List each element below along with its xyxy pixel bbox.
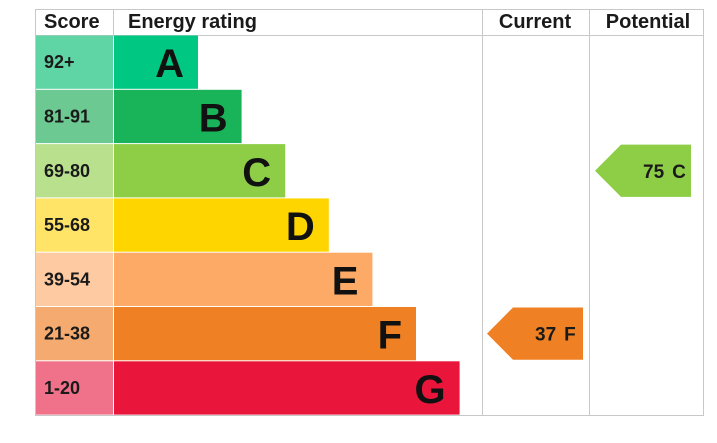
rating-letter: C (242, 151, 271, 195)
rating-bar (114, 307, 416, 361)
rating-letter: G (414, 368, 445, 412)
potential-arrow (595, 144, 691, 197)
potential-value: 75 (643, 161, 665, 182)
score-label: 1-20 (44, 378, 80, 398)
score-cell (36, 307, 113, 361)
rating-bar (114, 144, 286, 198)
score-cell (36, 144, 113, 198)
current-label: 37 F (535, 324, 576, 345)
rating-bar (114, 89, 242, 144)
potential-label: 75 C (643, 161, 686, 182)
rating-bar (114, 35, 198, 89)
current-letter: F (564, 324, 576, 345)
score-cell (36, 35, 113, 89)
score-cell (36, 89, 113, 144)
current-value: 37 (535, 324, 556, 345)
header-rating: Energy rating (128, 11, 257, 33)
rating-letter: E (332, 259, 359, 303)
header-score: Score (44, 11, 100, 33)
score-label: 69-80 (44, 161, 90, 181)
rating-bar (114, 361, 460, 415)
rating-letter: B (199, 96, 228, 140)
rating-letter: D (286, 205, 315, 249)
rating-bar (114, 198, 329, 252)
score-label: 81-91 (44, 106, 90, 126)
rating-bar (114, 252, 373, 306)
score-label: 21-38 (44, 324, 90, 344)
score-label: 92+ (44, 52, 75, 72)
current-arrow (487, 307, 583, 360)
score-label: 39-54 (44, 269, 90, 289)
score-cell (36, 198, 113, 252)
potential-letter: C (672, 161, 686, 182)
rating-letter: A (155, 42, 184, 86)
score-cell (36, 361, 113, 415)
header-potential: Potential (606, 11, 690, 33)
score-cell (36, 252, 113, 306)
rating-letter: F (378, 314, 402, 358)
score-label: 55-68 (44, 215, 90, 235)
frame (35, 9, 704, 416)
header-current: Current (499, 11, 572, 33)
